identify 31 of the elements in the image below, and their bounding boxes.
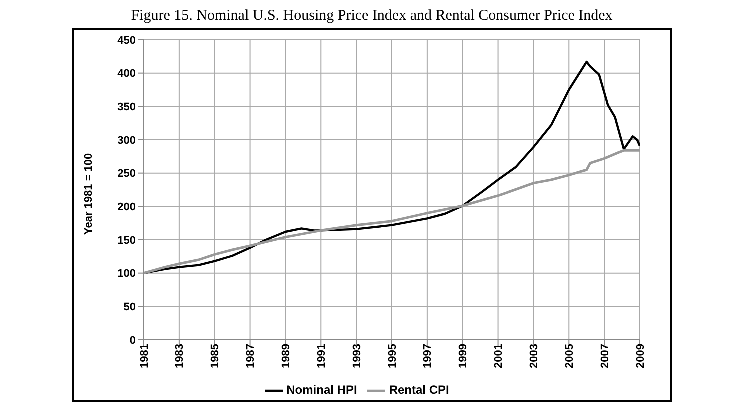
- chart-title: Figure 15. Nominal U.S. Housing Price Index and Rental Consumer Price Index: [130, 8, 614, 26]
- x-tick-label: 1981: [138, 344, 151, 368]
- y-tick-label: 450: [118, 34, 136, 47]
- y-tick-label: 150: [118, 234, 136, 247]
- y-tick-label: 100: [118, 268, 136, 280]
- x-tick-label: 2007: [599, 344, 612, 368]
- x-tick-label: 1983: [174, 344, 186, 368]
- line-series: [144, 60, 640, 274]
- y-axis-title: Year 1981 = 100: [82, 153, 95, 235]
- x-tick-label: 1985: [210, 344, 222, 368]
- y-tick-label: 50: [124, 302, 136, 314]
- x-tick-label: 2003: [528, 344, 541, 368]
- x-tick-label: 2001: [493, 344, 506, 368]
- legend-label: Rental CPI: [389, 383, 450, 398]
- line-series: [144, 149, 640, 275]
- y-tick-label: 300: [118, 134, 136, 147]
- x-tick-label: 1995: [386, 344, 399, 368]
- x-tick-label: 1987: [245, 344, 258, 368]
- x-tick-label: 1993: [351, 344, 364, 368]
- x-tick-label: 2005: [564, 344, 576, 368]
- legend-label: Nominal HPI: [286, 383, 358, 398]
- y-tick-label: 350: [118, 102, 136, 114]
- x-tick-label: 1997: [422, 344, 434, 368]
- x-tick-label: 2009: [634, 344, 647, 368]
- y-tick-label: 200: [118, 202, 136, 214]
- x-tick-label: 1991: [316, 344, 328, 368]
- x-tick-label: 1989: [280, 344, 293, 368]
- y-tick-label: 250: [118, 168, 136, 180]
- x-tick-label: 1999: [458, 344, 470, 368]
- y-tick-label: 400: [118, 68, 136, 80]
- y-tick-label: 0: [130, 334, 136, 347]
